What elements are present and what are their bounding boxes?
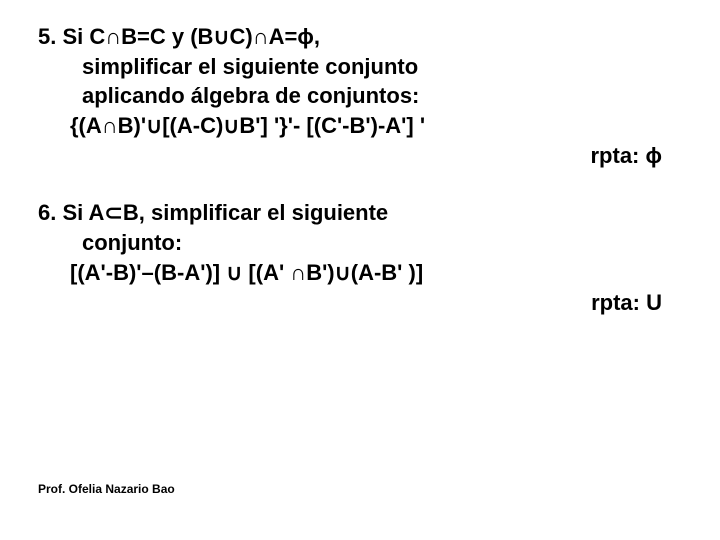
p6-line3: [(A'-B)'–(B-A')] ∪ [(A' ∩B')∪(A-B' )]: [38, 258, 682, 288]
p5-line4: {(A∩B)'∪[(A-C)∪B'] '}'- [(C'-B')-A'] ': [38, 111, 682, 141]
p5-line3: aplicando álgebra de conjuntos:: [38, 81, 682, 111]
p6-line2: conjunto:: [38, 228, 682, 258]
slide-content: 5. Si C∩B=C y (B∪C)∩A=ϕ, simplificar el …: [0, 0, 720, 317]
p6-answer: rpta: U: [38, 288, 682, 318]
footer-author: Prof. Ofelia Nazario Bao: [38, 482, 175, 496]
problem-5: 5. Si C∩B=C y (B∪C)∩A=ϕ, simplificar el …: [38, 22, 682, 170]
p5-line2: simplificar el siguiente conjunto: [38, 52, 682, 82]
p5-line1: 5. Si C∩B=C y (B∪C)∩A=ϕ,: [38, 22, 682, 52]
p5-answer: rpta: ϕ: [38, 141, 682, 171]
problem-6: 6. Si A⊂B, simplificar el siguiente conj…: [38, 198, 682, 317]
p6-line1: 6. Si A⊂B, simplificar el siguiente: [38, 198, 682, 228]
